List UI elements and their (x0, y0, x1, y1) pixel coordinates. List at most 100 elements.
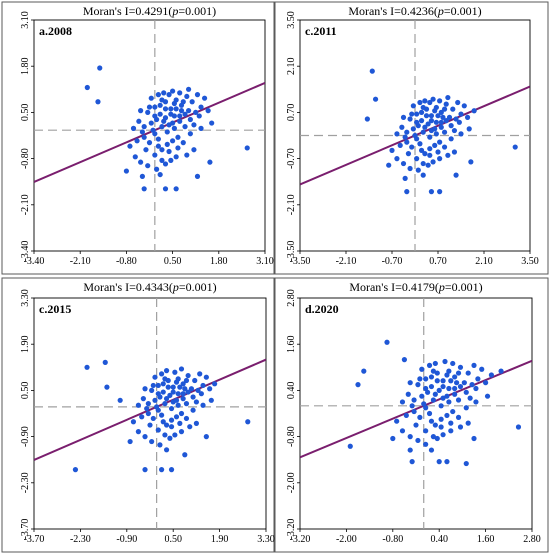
data-point (163, 422, 170, 428)
panel-label: c.2015 (39, 302, 71, 316)
panel-4: Moran's I=0.4179(p=0.001) d.2020 -3.20 -2.0… (274, 277, 549, 553)
data-point (152, 152, 158, 158)
data-point (400, 160, 407, 167)
data-point (162, 376, 168, 382)
data-point (159, 371, 165, 377)
data-point (147, 422, 153, 428)
data-point (183, 401, 190, 407)
title-p-symbol: p (171, 4, 178, 18)
data-point (423, 441, 429, 447)
y-tick-label: 2.80 (286, 289, 297, 307)
data-point (104, 384, 110, 390)
data-point (467, 395, 473, 401)
data-point (413, 422, 419, 428)
data-point (195, 387, 201, 393)
chart-title: Moran's I=0.4179(p=0.001) (349, 280, 482, 294)
data-point (155, 143, 161, 149)
data-point (448, 378, 454, 384)
data-point (407, 380, 413, 386)
data-point (471, 362, 477, 368)
data-point (427, 152, 433, 158)
data-point (245, 419, 251, 425)
data-point (168, 106, 174, 112)
data-point (159, 157, 165, 163)
data-point (180, 381, 186, 387)
x-tick-label: -2.10 (70, 256, 91, 267)
data-point (463, 389, 469, 395)
data-point (451, 149, 458, 155)
data-point (414, 156, 420, 162)
data-point (417, 141, 423, 147)
data-point (201, 95, 208, 101)
data-point (432, 108, 438, 114)
data-point (456, 119, 462, 125)
data-point (177, 113, 183, 119)
data-point (143, 147, 149, 153)
x-tick-label: 3.10 (256, 256, 274, 267)
data-point (400, 114, 407, 120)
data-point (177, 118, 183, 124)
data-point (173, 397, 180, 403)
data-point (438, 424, 444, 430)
data-point (455, 397, 462, 403)
title-p-symbol: p (437, 4, 444, 18)
data-point (448, 123, 454, 129)
data-point (441, 106, 448, 112)
data-point (170, 138, 176, 144)
data-point (444, 459, 450, 465)
data-point (445, 94, 451, 101)
data-point (178, 366, 185, 372)
data-point (441, 144, 448, 150)
data-point (203, 374, 209, 380)
data-point (438, 416, 444, 422)
data-point (72, 467, 79, 473)
data-point (466, 126, 472, 132)
data-point (167, 392, 173, 398)
data-point (420, 160, 426, 167)
data-point (428, 113, 435, 119)
data-point (440, 395, 446, 401)
data-point (194, 92, 201, 98)
data-point (152, 397, 158, 403)
x-tick-label: 0.70 (429, 256, 447, 267)
x-tick-label: -0.70 (382, 256, 403, 267)
data-point (421, 401, 427, 407)
data-point (135, 402, 141, 408)
plot-contents (34, 20, 265, 251)
data-point (168, 467, 175, 473)
data-point (432, 360, 438, 367)
data-point (386, 162, 392, 168)
y-tick-label: -3.40 (20, 241, 31, 262)
y-tick-label: -3.70 (20, 519, 31, 540)
y-tick-label: 1.80 (20, 57, 31, 75)
data-point (422, 124, 428, 130)
title-suffix: =0.001) (445, 280, 483, 294)
title-prefix: Moran's I=0.4343( (83, 280, 173, 294)
data-point (428, 418, 435, 424)
regression-line (34, 358, 266, 461)
data-point (162, 106, 169, 112)
data-point (132, 154, 138, 160)
data-point (425, 121, 431, 127)
data-point (141, 124, 147, 130)
data-point (403, 412, 409, 419)
data-point (420, 172, 426, 178)
data-point (154, 404, 160, 410)
data-point (150, 127, 156, 133)
data-point (97, 65, 103, 71)
data-point (405, 391, 411, 397)
data-point (430, 159, 436, 165)
data-point (430, 434, 436, 440)
data-point (465, 420, 471, 426)
data-point (155, 382, 161, 389)
data-point (209, 120, 215, 126)
data-point (145, 410, 151, 417)
data-point (180, 99, 186, 105)
data-point (168, 157, 174, 163)
data-point (407, 447, 413, 453)
y-tick-label: -2.00 (286, 472, 297, 493)
data-point (438, 403, 444, 409)
data-point (423, 405, 429, 411)
plot-contents (300, 298, 532, 529)
